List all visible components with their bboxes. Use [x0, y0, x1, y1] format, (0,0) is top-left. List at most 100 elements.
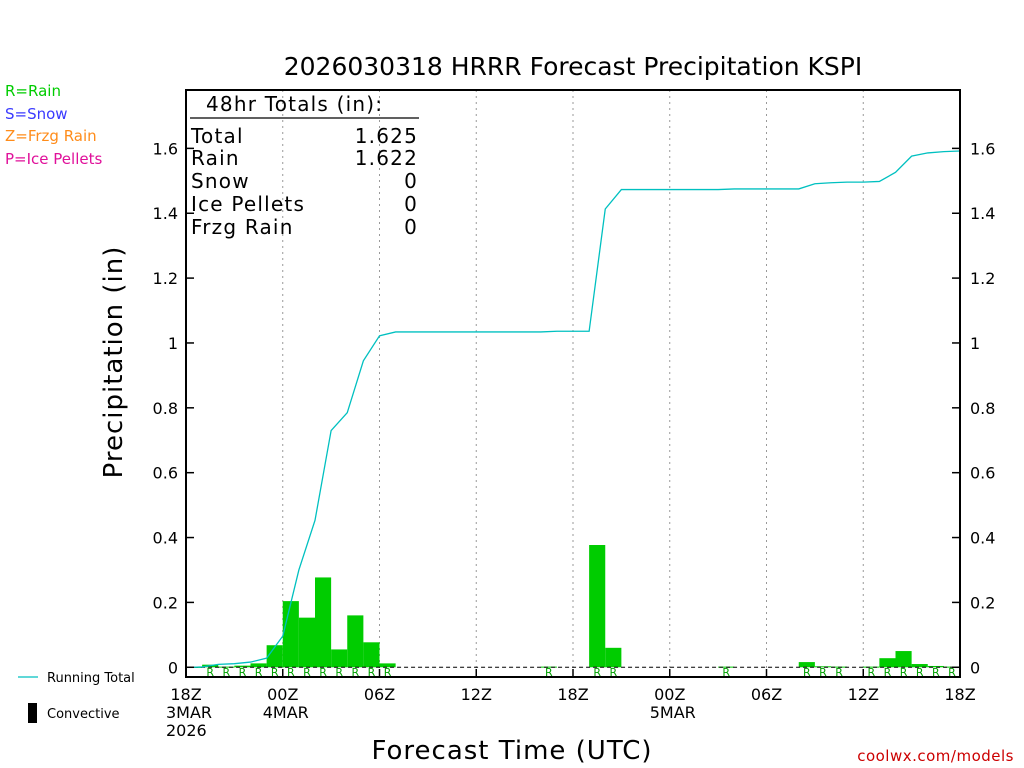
precip-type-mark-h4: R: [239, 666, 247, 679]
totals-value-total: 1.625: [355, 124, 418, 148]
precip-type-mark-h27: R: [609, 666, 617, 679]
precip-type-mark-h3: R: [222, 666, 230, 679]
y-tick-label-right-5: 1: [970, 334, 980, 353]
precip-type-mark-h11: R: [351, 666, 359, 679]
precip-type-mark-h5: R: [255, 666, 263, 679]
precip-bar-h40: [814, 666, 831, 668]
legend-snow: S=Snow: [5, 105, 68, 123]
precip-type-mark-h13: R: [384, 666, 392, 679]
y-tick-label-right-8: 1.6: [970, 139, 995, 158]
precip-type-mark-h10: R: [335, 666, 343, 679]
precip-bar-h9: [315, 577, 332, 668]
precip-bar-h39: [798, 662, 815, 668]
x-tick-label-1-1: 4MAR: [263, 703, 309, 722]
totals-label-rain: Rain: [191, 146, 240, 170]
precip-type-mark-h44: R: [884, 666, 892, 679]
precip-bar-h8: [298, 617, 315, 668]
y-tick-label-left-4: 0.8: [153, 399, 178, 418]
chart-title: 2026030318 HRRR Forecast Precipitation K…: [284, 52, 863, 81]
legend-frzg-rain: Z=Frzg Rain: [5, 127, 97, 145]
precip-type-mark-h12: R: [368, 666, 376, 679]
convective-legend-swatch: [28, 703, 37, 723]
x-tick-label-4-0: 18Z: [557, 685, 588, 704]
totals-heading: 48hr Totals (in):: [206, 92, 383, 116]
y-tick-label-left-3: 0.6: [153, 464, 178, 483]
running-total-line-group: [194, 150, 961, 668]
precip-bar-h26: [589, 545, 606, 668]
x-tick-label-7-0: 12Z: [848, 685, 879, 704]
totals-value-frzg-rain: 0: [404, 215, 418, 239]
precip-type-mark-h43: R: [867, 666, 875, 679]
totals-value-ice-pellets: 0: [404, 192, 418, 216]
legend-rain: R=Rain: [5, 82, 61, 100]
precip-bar-h10: [331, 649, 348, 668]
precip-bar-h12: [363, 642, 380, 668]
y-tick-label-left-7: 1.4: [153, 204, 178, 223]
precip-type-mark-h45: R: [900, 666, 908, 679]
precip-type-mark-h7: R: [287, 666, 295, 679]
x-tick-label-3-0: 12Z: [461, 685, 492, 704]
precip-type-mark-h34: R: [722, 666, 730, 679]
y-tick-label-right-6: 1.2: [970, 269, 995, 288]
precip-type-mark-h26: R: [593, 666, 601, 679]
precip-bar-h5: [250, 663, 267, 668]
precip-type-mark-h8: R: [303, 666, 311, 679]
y-tick-label-right-2: 0.4: [970, 529, 995, 548]
precip-bar-h11: [347, 615, 364, 668]
precip-type-mark-h23: R: [545, 666, 553, 679]
legend-ice-pellets: P=Ice Pellets: [5, 150, 102, 168]
precip-bar-h44: [879, 658, 896, 668]
precip-bar-h47: [927, 665, 944, 668]
convective-legend-label: Convective: [47, 707, 120, 722]
precip-bar-h3: [218, 666, 235, 668]
x-tick-label-8-0: 18Z: [944, 685, 975, 704]
x-tick-label-0-0: 18Z: [170, 685, 201, 704]
precip-bar-h46: [911, 664, 928, 668]
precip-type-mark-h39: R: [803, 666, 811, 679]
precip-type-mark-h48: R: [948, 666, 956, 679]
totals-label-frzg-rain: Frzg Rain: [191, 215, 294, 239]
precip-bar-h43: [863, 666, 880, 668]
precip-bar-h27: [605, 647, 622, 668]
totals-value-rain: 1.622: [355, 146, 418, 170]
precip-type-mark-h41: R: [835, 666, 843, 679]
precip-type-mark-h47: R: [932, 666, 940, 679]
x-tick-label-1-0: 00Z: [267, 685, 298, 704]
precip-type-legend: R=Rain S=Snow Z=Frzg Rain P=Ice Pellets: [5, 82, 102, 168]
y-tick-label-left-8: 1.6: [153, 139, 178, 158]
x-tick-label-0-1: 3MAR: [166, 703, 212, 722]
x-tick-label-2-0: 06Z: [364, 685, 395, 704]
precip-type-mark-h46: R: [916, 666, 924, 679]
x-axis-title: Forecast Time (UTC): [371, 736, 652, 766]
y-axis-ticks: 0 00.2 0.20.4 0.40.6 0.60.8 0.81 11.2 1.21.4 1.4…: [153, 139, 996, 677]
precip-bar-h45: [895, 651, 912, 668]
precip-bar-h23: [540, 666, 557, 668]
precip-bar-h4: [234, 665, 251, 668]
series-legend: Running Total Convective: [18, 671, 135, 723]
y-axis-title: Precipitation (in): [99, 246, 129, 479]
precip-type-mark-h6: R: [271, 666, 279, 679]
y-tick-label-right-1: 0.2: [970, 593, 995, 612]
y-tick-label-right-0: 0: [970, 658, 980, 677]
y-tick-label-right-3: 0.6: [970, 464, 995, 483]
y-tick-label-left-5: 1: [168, 334, 178, 353]
precip-type-mark-h9: R: [319, 666, 327, 679]
x-tick-label-6-0: 06Z: [751, 685, 782, 704]
running-total-legend-label: Running Total: [47, 671, 135, 686]
totals-value-snow: 0: [404, 169, 418, 193]
credit-text: coolwx.com/models: [857, 747, 1014, 765]
bars: [186, 545, 960, 668]
totals-label-snow: Snow: [191, 169, 250, 193]
precip-bar-h6: [266, 645, 283, 668]
x-tick-label-5-0: 00Z: [654, 685, 685, 704]
y-tick-label-right-4: 0.8: [970, 399, 995, 418]
y-tick-label-right-7: 1.4: [970, 204, 995, 223]
running-total-line: [194, 150, 961, 668]
precip-type-mark-h40: R: [819, 666, 827, 679]
x-tick-label-5-1: 5MAR: [650, 703, 696, 722]
precip-bar-h7: [282, 601, 299, 668]
y-tick-label-left-6: 1.2: [153, 269, 178, 288]
y-tick-label-left-0: 0: [168, 658, 178, 677]
